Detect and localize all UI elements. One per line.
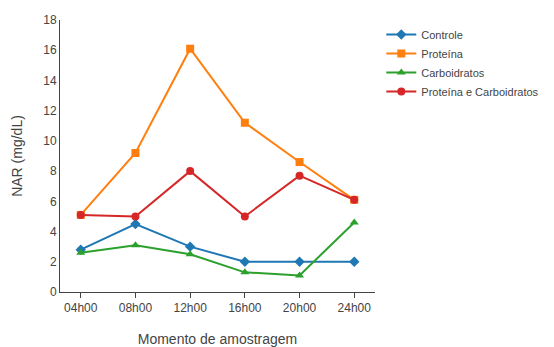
svg-text:16: 16 — [43, 43, 57, 57]
svg-text:08h00: 08h00 — [119, 301, 153, 315]
svg-text:8: 8 — [50, 164, 57, 178]
svg-text:12h00: 12h00 — [173, 301, 207, 315]
svg-text:20h00: 20h00 — [283, 301, 317, 315]
svg-text:4: 4 — [50, 225, 57, 239]
svg-text:14: 14 — [43, 74, 57, 88]
svg-text:2: 2 — [50, 255, 57, 269]
svg-text:10: 10 — [43, 134, 57, 148]
svg-text:6: 6 — [50, 195, 57, 209]
svg-text:18: 18 — [43, 13, 57, 27]
svg-text:Carboidratos: Carboidratos — [421, 67, 484, 79]
svg-text:Proteína e Carboidratos: Proteína e Carboidratos — [421, 86, 538, 98]
svg-text:Controle: Controle — [421, 29, 463, 41]
svg-text:Proteína: Proteína — [421, 48, 463, 60]
svg-text:12: 12 — [43, 104, 57, 118]
svg-text:04h00: 04h00 — [64, 301, 98, 315]
svg-text:24h00: 24h00 — [338, 301, 372, 315]
svg-text:NAR (mg/dL): NAR (mg/dL) — [9, 115, 25, 197]
svg-text:16h00: 16h00 — [228, 301, 262, 315]
svg-text:Momento de amostragem: Momento de amostragem — [138, 331, 298, 347]
svg-text:0: 0 — [50, 285, 57, 299]
